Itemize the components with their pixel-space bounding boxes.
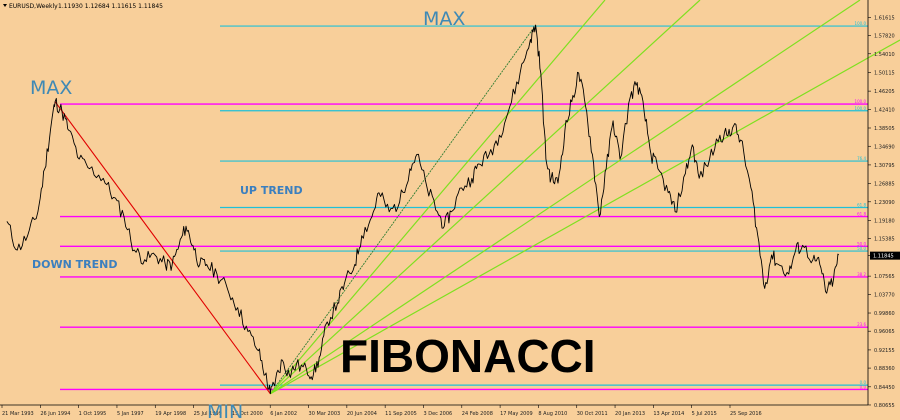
x-tick-label: 21 Mar 1993 xyxy=(2,411,34,417)
fib-level-label: 61.8 xyxy=(857,203,866,208)
y-tick-label: 1.50115 xyxy=(874,70,895,76)
y-tick-label: 0.99860 xyxy=(874,311,895,317)
max-label-left: MAX xyxy=(30,77,72,99)
fib-level-label: 100.0 xyxy=(855,106,867,111)
y-tick-label: 0.92155 xyxy=(874,348,895,354)
fibonacci-fan-line xyxy=(270,39,900,395)
x-tick-label: 19 Apr 1998 xyxy=(155,411,186,417)
y-tick-label: 1.42410 xyxy=(874,107,895,113)
fib-level-label: 50.0 xyxy=(857,246,866,251)
x-tick-label: 13 Apr 2014 xyxy=(653,411,684,417)
fib-level-label: 50.0 xyxy=(857,241,866,246)
x-tick-label: 30 Oct 2011 xyxy=(577,411,608,417)
x-tick-label: 6 Jan 2002 xyxy=(270,411,297,417)
last-price-marker xyxy=(870,251,900,260)
down-trend-line xyxy=(54,101,271,395)
x-tick-label: 5 Jan 1997 xyxy=(117,411,144,417)
y-tick-label: 0.80655 xyxy=(874,403,895,409)
x-tick-label: 20 Jan 2013 xyxy=(615,411,645,417)
fib-level-label: 38.2 xyxy=(857,272,866,277)
y-tick-label: 1.26885 xyxy=(874,182,895,188)
fib-level-label: 0.0 xyxy=(860,384,867,389)
y-tick-label: 0.88360 xyxy=(874,366,895,372)
trend-lines xyxy=(54,0,900,395)
last-price-label: 1.11845 xyxy=(873,254,894,260)
y-tick-label: 1.34690 xyxy=(874,144,895,150)
y-tick-label: 1.03770 xyxy=(874,292,895,298)
fib-level-label: 0.0 xyxy=(860,380,867,385)
max-label-top: MAX xyxy=(423,8,465,30)
x-tick-label: 24 Feb 2008 xyxy=(462,411,493,417)
x-tick-label: 1 Oct 1995 xyxy=(79,411,107,417)
x-tick-label: 3 Dec 2006 xyxy=(423,411,452,417)
x-tick-label: 25 Jul 1999 xyxy=(194,411,222,417)
fibonacci-levels: 0.0 23.6 38.2 50.0 61.8 100.0 0.0 50.0 61.8 76.4 1… xyxy=(60,21,868,391)
y-tick-label: 1.61615 xyxy=(874,15,895,21)
x-tick-label: 11 Sep 2005 xyxy=(385,411,417,417)
y-tick-label: 0.96065 xyxy=(874,329,895,335)
y-tick-label: 1.23090 xyxy=(874,200,895,206)
up-trend-line xyxy=(270,24,536,395)
y-tick-label: 1.38505 xyxy=(874,126,895,132)
x-tick-label: 17 May 2009 xyxy=(500,411,533,417)
fibonacci-title: FIBONACCI xyxy=(340,330,596,382)
dropdown-triangle-icon[interactable] xyxy=(3,4,7,7)
symbol-label: EURUSD,Weekly xyxy=(9,3,58,10)
y-tick-label: 1.46205 xyxy=(874,89,895,95)
fib-level-label: 61.8 xyxy=(857,212,866,217)
x-tick-label: 26 Jun 1994 xyxy=(40,411,70,417)
chart-header: EURUSD,Weekly 1.11930 1.12684 1.11615 1.… xyxy=(3,3,163,10)
x-tick-label: 8 Aug 2010 xyxy=(538,411,567,417)
up-trend-label: UP TREND xyxy=(240,184,303,197)
min-label: MIN xyxy=(207,401,243,420)
fibonacci-fan-line xyxy=(270,0,861,395)
down-trend-label: DOWN TREND xyxy=(32,258,117,271)
y-tick-label: 0.84450 xyxy=(874,385,895,391)
x-tick-label: 25 Sep 2016 xyxy=(730,411,762,417)
y-tick-label: 1.30795 xyxy=(874,163,895,169)
ohlc-quote: 1.11930 1.12684 1.11615 1.11845 xyxy=(58,3,163,10)
fib-level-label: 100.0 xyxy=(855,21,867,26)
fib-level-label: 76.4 xyxy=(857,156,866,161)
x-tick-label: 30 Mar 2003 xyxy=(309,411,341,417)
fib-level-label: 100.0 xyxy=(855,99,867,104)
x-tick-label: 15 Oct 2000 xyxy=(232,411,263,417)
y-tick-label: 1.54010 xyxy=(874,52,895,58)
x-tick-label: 20 Jun 2004 xyxy=(347,411,377,417)
fibonacci-fan-line xyxy=(269,0,701,395)
fib-level-label: 23.6 xyxy=(857,322,866,327)
x-tick-label: 5 Jul 2015 xyxy=(692,411,717,417)
y-tick-label: 1.07565 xyxy=(874,274,895,280)
y-tick-label: 1.19180 xyxy=(874,219,895,225)
price-series-line xyxy=(6,24,840,395)
fibonacci-fan-line xyxy=(269,0,606,395)
y-tick-label: 1.15385 xyxy=(874,237,895,243)
y-tick-label: 1.57820 xyxy=(874,34,895,40)
